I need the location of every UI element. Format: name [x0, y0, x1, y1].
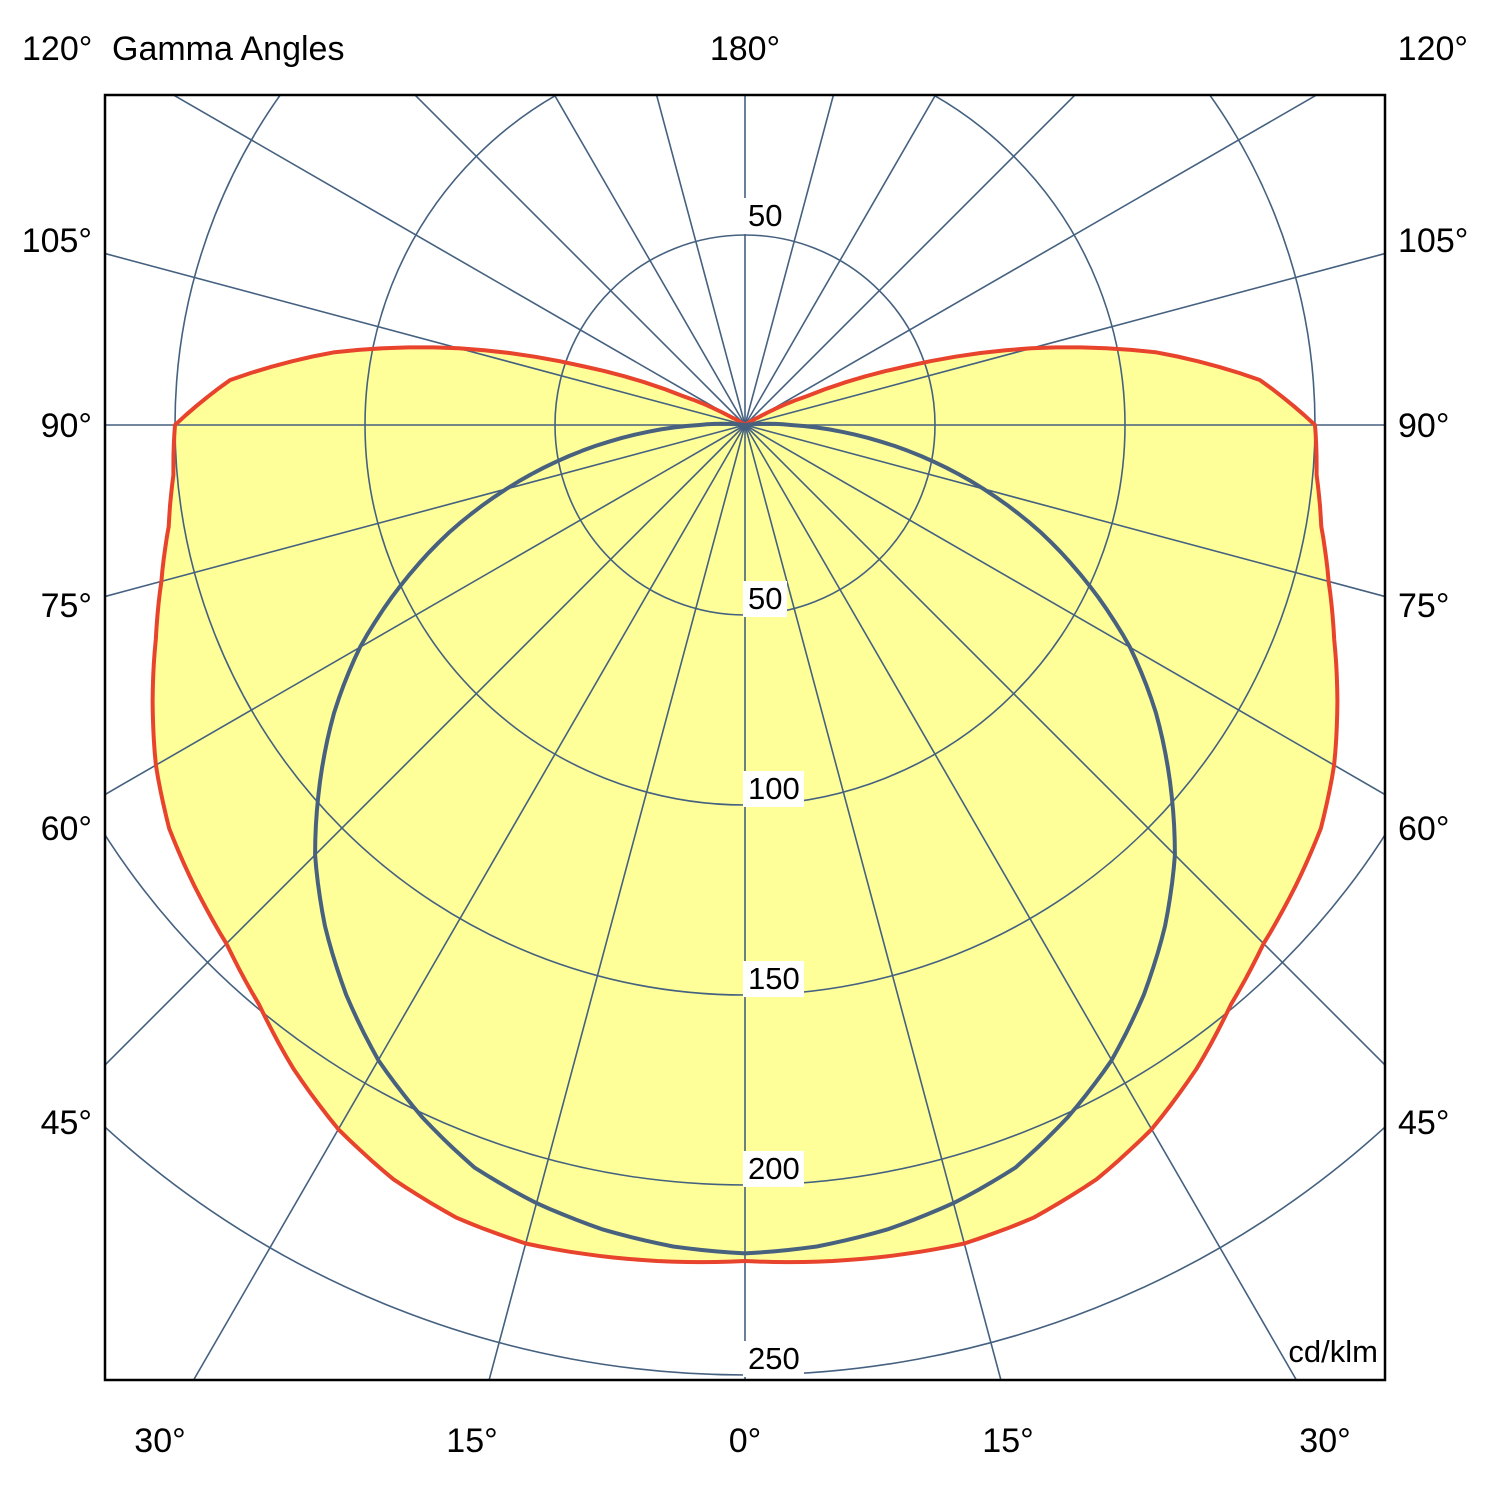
gamma-label-right-2: 75° — [1398, 587, 1449, 625]
grid-ray-30 — [744, 424, 1298, 1380]
chart-title: Gamma Angles — [112, 30, 344, 68]
radial-tick-label-bg-50-below — [743, 581, 787, 617]
grid-ray-330 — [192, 424, 746, 1380]
grid-ray-150 — [744, 95, 937, 426]
gamma-label-right-3: 60° — [1398, 810, 1449, 848]
radial-tick-label-bg-150-below — [743, 961, 804, 997]
radial-tick-label-150-below: 150 — [748, 961, 800, 996]
gamma-label-right-4: 45° — [1398, 1104, 1449, 1142]
series-c0-c180-curve — [150, 345, 1340, 1265]
radial-tick-label-bg-50-above — [743, 198, 787, 234]
radial-tick-label-50-below: 50 — [748, 581, 782, 616]
gamma-label-left-4: 45° — [41, 1104, 92, 1142]
gamma-label-top-left: 120° — [22, 30, 92, 68]
radial-tick-label-bg-250-below — [743, 1341, 804, 1377]
unit-label: cd/klm — [1288, 1334, 1378, 1369]
grid-ray-195 — [655, 95, 746, 426]
gamma-label-top-right: 120° — [1398, 30, 1468, 68]
gamma-label-bottom-0: 30° — [134, 1422, 185, 1460]
grid-ray-210 — [553, 95, 746, 426]
grid-ray-45 — [744, 424, 1385, 1067]
gamma-label-right-1: 90° — [1398, 407, 1449, 445]
grid-ray-225 — [413, 95, 746, 426]
grid-ray-165 — [744, 95, 835, 426]
grid-ray-315 — [105, 424, 746, 1067]
radial-tick-label-bg-200-below — [743, 1151, 804, 1187]
gamma-label-bottom-4: 30° — [1299, 1422, 1350, 1460]
gamma-label-bottom-2: 0° — [729, 1422, 762, 1460]
gamma-label-left-0: 105° — [22, 222, 92, 260]
radial-tick-label-100-below: 100 — [748, 771, 800, 806]
gamma-label-left-3: 60° — [41, 810, 92, 848]
grid-ray-240 — [171, 95, 746, 426]
grid-ray-300 — [105, 424, 746, 796]
radial-tick-label-50-above: 50 — [748, 198, 782, 233]
gamma-label-top-center: 180° — [710, 30, 780, 68]
grid-ray-105 — [744, 252, 1385, 426]
grid-ray-135 — [744, 95, 1077, 426]
grid-ray-345 — [488, 424, 746, 1380]
grid-ray-255 — [105, 252, 746, 426]
grid-ray-15 — [744, 424, 1002, 1380]
grid-ray-60 — [744, 424, 1385, 796]
gamma-label-left-2: 75° — [41, 587, 92, 625]
gamma-label-bottom-3: 15° — [982, 1422, 1033, 1460]
radial-tick-label-bg-100-below — [743, 771, 804, 807]
grid-ray-120 — [744, 95, 1319, 426]
series-c90-c270-curve — [313, 421, 1177, 1256]
radial-tick-label-200-below: 200 — [748, 1151, 800, 1186]
gamma-label-left-1: 90° — [41, 407, 92, 445]
radial-tick-label-250-below: 250 — [748, 1341, 800, 1376]
plot-border — [103, 93, 1387, 1382]
gamma-label-right-0: 105° — [1398, 222, 1468, 260]
gamma-label-bottom-1: 15° — [446, 1422, 497, 1460]
